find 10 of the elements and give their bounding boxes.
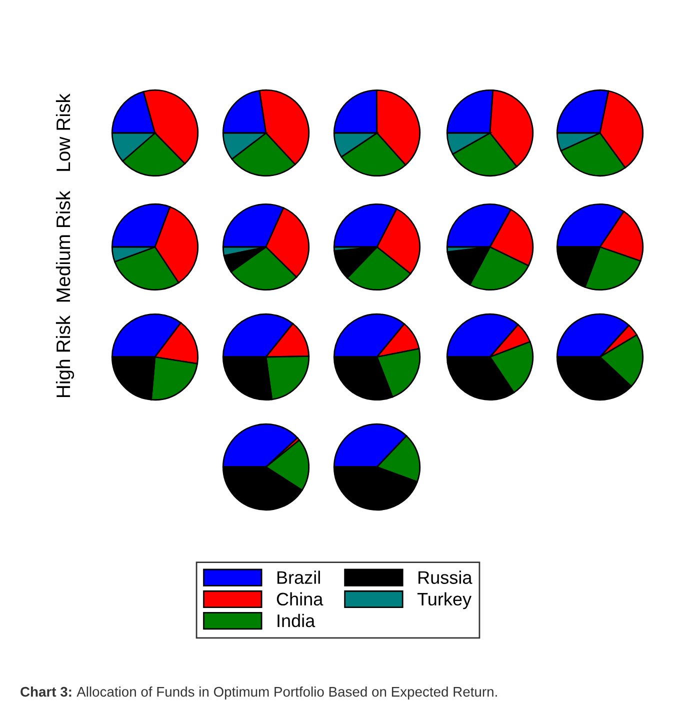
caption: Chart 3: xyxy=(20,686,72,697)
text: Allocation of Funds in Optimum Portfolio Based on Expected Return. xyxy=(76,686,497,700)
text: High Risk xyxy=(56,315,74,398)
legend-label: Brazil xyxy=(277,570,320,584)
text: Low Risk xyxy=(56,94,70,171)
legend-label: India xyxy=(278,614,316,628)
text: Medium Risk xyxy=(56,190,70,302)
legend-label: Russia xyxy=(418,570,472,584)
legend-label: China xyxy=(276,592,324,606)
legend-label: Turkey xyxy=(417,592,472,610)
